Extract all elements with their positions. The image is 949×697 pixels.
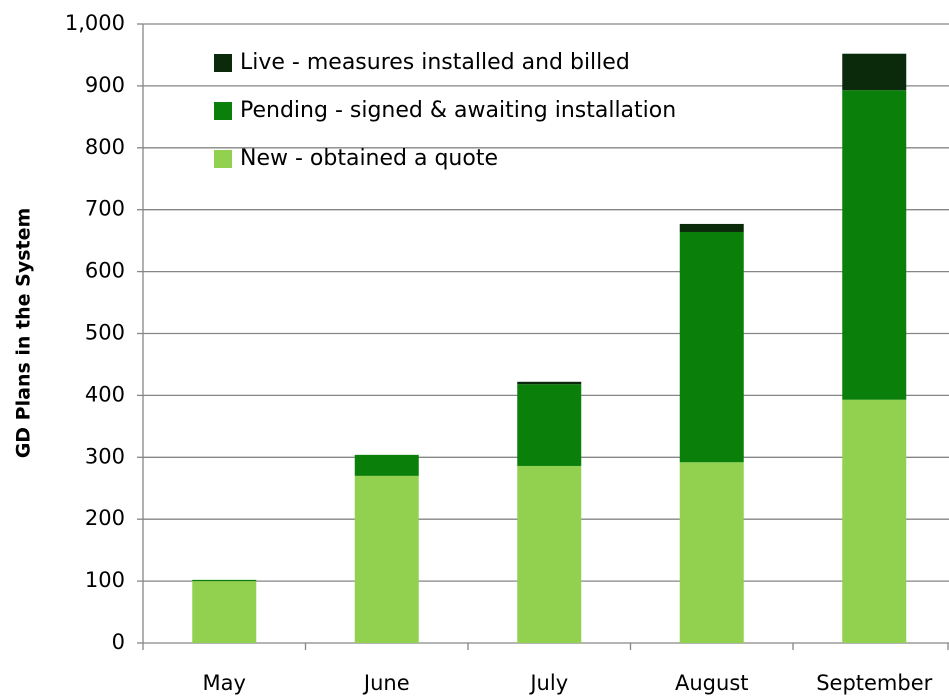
y-axis-label: GD Plans in the System [13,208,35,459]
y-tick-label: 700 [85,197,125,221]
legend-label: Pending - signed & awaiting installation [240,98,676,123]
bar-segment [517,381,582,385]
y-tick-label: 800 [85,135,125,159]
bar-segment [192,579,257,582]
y-tick-label: 400 [85,382,125,406]
bar-segment [842,90,907,400]
legend-swatch [214,102,232,120]
y-tick-label: 500 [85,321,125,345]
y-tick-label: 300 [85,444,125,468]
y-tick-label: 200 [85,506,125,530]
bar-segment [842,399,907,643]
bar-segment [679,223,744,232]
y-tick-label: 100 [85,568,125,592]
x-tick-label: July [528,671,568,695]
legend-swatch [214,150,232,168]
x-tick-label: August [675,671,749,695]
bar-segment [517,384,582,466]
bar-segment [679,231,744,463]
legend-label: New - obtained a quote [240,146,498,171]
x-tick-label: May [203,671,246,695]
legend-swatch [214,54,232,72]
bar-segment [679,462,744,643]
bar-segment [517,465,582,643]
bar-segment [354,454,419,476]
bar-segment [354,475,419,643]
x-tick-label: September [816,671,932,695]
y-tick-label: 1,000 [65,11,125,35]
x-tick-label: June [362,671,410,695]
legend-label: Live - measures installed and billed [240,50,630,75]
y-tick-label: 600 [85,259,125,283]
bar-segment [192,581,257,643]
bar-segment [842,53,907,91]
y-tick-label: 900 [85,73,125,97]
y-tick-label: 0 [112,630,125,654]
